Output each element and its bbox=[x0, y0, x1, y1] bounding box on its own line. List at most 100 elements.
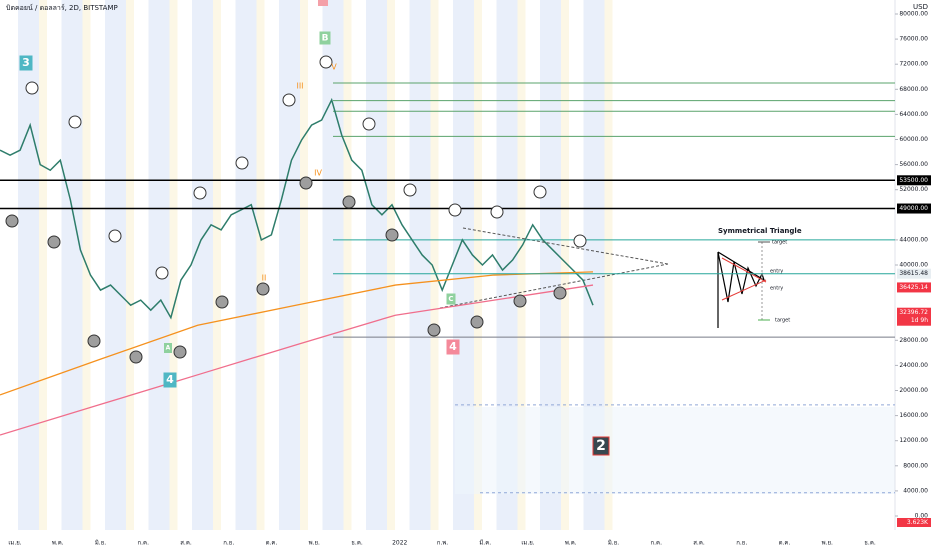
stripe bbox=[61, 0, 83, 530]
x-tick-label: เม.ย. bbox=[521, 540, 534, 547]
price-line bbox=[0, 284, 594, 436]
wave-marker bbox=[108, 229, 122, 243]
wave-box bbox=[318, 0, 328, 6]
wave-label: IV bbox=[314, 169, 322, 178]
stripe bbox=[18, 0, 39, 530]
wave-marker bbox=[553, 286, 567, 300]
stripe bbox=[604, 0, 613, 530]
x-tick-label: ส.ค. bbox=[180, 540, 192, 547]
wave-label-box bbox=[592, 436, 610, 456]
wave-label: 3 bbox=[22, 56, 30, 69]
x-tick-label: ส.ค. bbox=[693, 540, 705, 547]
wave-marker bbox=[573, 234, 587, 248]
wave-marker bbox=[403, 183, 417, 197]
y-tick-label: 64000.00 bbox=[899, 111, 928, 118]
y-tick-label: 72000.00 bbox=[899, 61, 928, 68]
background-stripes bbox=[18, 0, 613, 530]
wave-marker bbox=[68, 115, 82, 129]
pattern-diagram: Symmetrical Triangle target entry entry … bbox=[717, 227, 802, 328]
x-tick-label: พ.ค. bbox=[52, 540, 64, 547]
wave-marker bbox=[448, 203, 462, 217]
stripe bbox=[366, 0, 387, 530]
y-tick-label: 4000.00 bbox=[903, 487, 928, 494]
x-tick-label: ก.ค. bbox=[651, 540, 663, 547]
wave-marker bbox=[87, 334, 101, 348]
stripe bbox=[517, 0, 526, 530]
y-tick-label: 44000.00 bbox=[899, 236, 928, 243]
pattern-label: entry bbox=[770, 286, 783, 292]
wave-label: III bbox=[296, 82, 303, 91]
x-tick-label: ก.ค. bbox=[138, 540, 150, 547]
stripe bbox=[409, 0, 431, 530]
stripe bbox=[430, 0, 439, 530]
x-tick-label: ต.ค. bbox=[266, 540, 278, 547]
pattern-shape bbox=[717, 251, 766, 328]
wave-label-box bbox=[163, 372, 177, 388]
stripe bbox=[322, 0, 344, 530]
wave-marker bbox=[470, 315, 484, 329]
y-tick-label: 0.00 bbox=[915, 513, 929, 520]
price-label: 36425.14 bbox=[899, 284, 928, 291]
price-label: 49000.00 bbox=[899, 205, 928, 212]
currency: USD bbox=[913, 3, 928, 11]
y-tick-label: 76000.00 bbox=[899, 36, 928, 43]
price-label-box bbox=[897, 307, 931, 326]
wave-label-box bbox=[319, 31, 331, 45]
price-label-box bbox=[897, 203, 931, 214]
y-tick-label: 8000.00 bbox=[903, 462, 928, 469]
wave-label-box bbox=[164, 343, 172, 353]
price-line bbox=[0, 97, 594, 320]
x-tick-label: เม.ย. bbox=[8, 540, 21, 547]
x-tick-label: มี.ค. bbox=[479, 539, 491, 547]
x-tick-label: ต.ค. bbox=[779, 540, 791, 547]
price-label: 32396.72 bbox=[899, 309, 928, 316]
x-tick-label: มิ.ย. bbox=[608, 540, 619, 547]
target-zone bbox=[455, 407, 895, 494]
price-label-box bbox=[897, 282, 931, 293]
pattern-line bbox=[721, 279, 767, 301]
wave-label-box bbox=[446, 339, 460, 355]
stripe bbox=[279, 0, 300, 530]
stripe bbox=[39, 0, 47, 530]
pattern-line bbox=[721, 257, 767, 283]
volume-label-box bbox=[897, 518, 931, 527]
triangle-line bbox=[439, 263, 669, 309]
x-tick-label: มิ.ย. bbox=[95, 540, 106, 547]
wave-label: A bbox=[166, 345, 171, 352]
stripe bbox=[213, 0, 221, 530]
stripe bbox=[169, 0, 178, 530]
stripe bbox=[235, 0, 257, 530]
wave-marker bbox=[385, 228, 399, 242]
x-tick-label: พ.ย. bbox=[309, 540, 320, 547]
price-label-box bbox=[897, 175, 931, 186]
x-tick-label: ก.ย. bbox=[736, 540, 747, 547]
y-tick-label: 52000.00 bbox=[899, 186, 928, 193]
wave-label: II bbox=[262, 274, 267, 283]
wave-label-box bbox=[446, 293, 456, 305]
stripe bbox=[540, 0, 561, 530]
x-tick-label: 2022 bbox=[392, 540, 407, 547]
x-tick-label: ธ.ค. bbox=[351, 540, 363, 547]
stripe bbox=[256, 0, 265, 530]
symbol-title: บิตคอยน์ / ดอลลาร์, 2D, BITSTAMP bbox=[6, 4, 118, 12]
y-tick-label: 20000.00 bbox=[899, 387, 928, 394]
stripe bbox=[192, 0, 213, 530]
wave-marker bbox=[5, 214, 19, 228]
y-tick-label: 68000.00 bbox=[899, 86, 928, 93]
stripe bbox=[561, 0, 569, 530]
price-label-box bbox=[897, 268, 931, 279]
y-tick-label: 28000.00 bbox=[899, 337, 928, 344]
y-tick-label: 60000.00 bbox=[899, 136, 928, 143]
stripe bbox=[126, 0, 134, 530]
wave-label: 4 bbox=[166, 373, 174, 386]
wave-marker bbox=[129, 350, 143, 364]
y-tick-label: 56000.00 bbox=[899, 161, 928, 168]
countdown: 1d 9h bbox=[911, 317, 928, 324]
wave-marker bbox=[319, 55, 333, 69]
pattern-label: entry bbox=[770, 269, 783, 275]
wave-label: B bbox=[322, 34, 329, 44]
price-line bbox=[0, 271, 594, 396]
y-tick-label: 40000.00 bbox=[899, 262, 928, 269]
stripe bbox=[387, 0, 395, 530]
